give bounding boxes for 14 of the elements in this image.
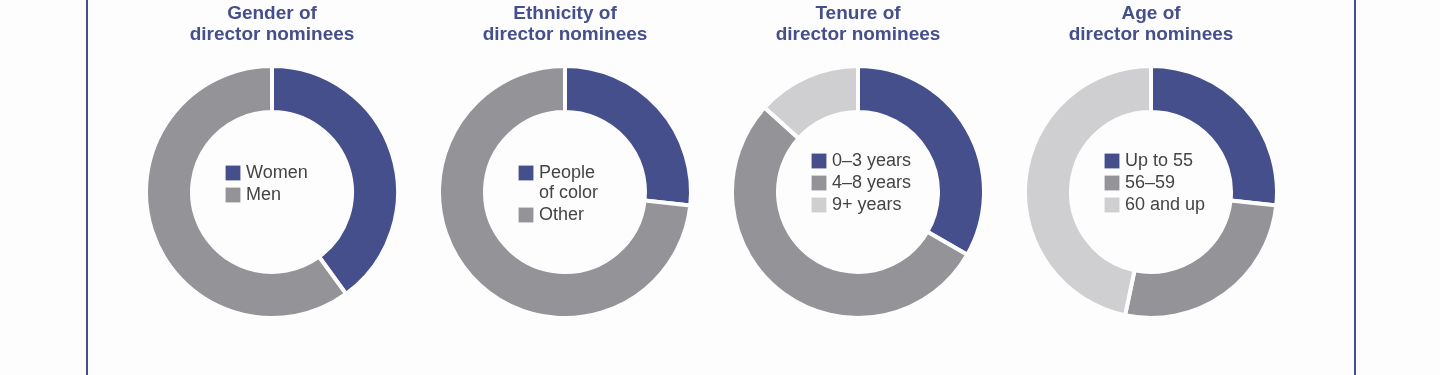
legend-label: People of color [539, 162, 599, 202]
legend-label: 9+ years [832, 194, 902, 214]
chart-title: Tenure of director nominees [775, 2, 941, 44]
legend-label: Up to 55 [1125, 150, 1194, 170]
legend-label: Men [246, 184, 282, 204]
legend-label: 0–3 years [832, 150, 912, 170]
legend-label: Women [246, 162, 308, 182]
legend-label: Other [539, 204, 585, 224]
chart-title: Gender of director nominees [189, 2, 355, 44]
legend-label: 60 and up [1125, 194, 1206, 214]
legend-label: 56–59 [1125, 172, 1176, 192]
chart-title: Age of director nominees [1068, 2, 1234, 44]
chart-title: Ethnicity of director nominees [482, 2, 648, 44]
legend-label: 4–8 years [832, 172, 912, 192]
